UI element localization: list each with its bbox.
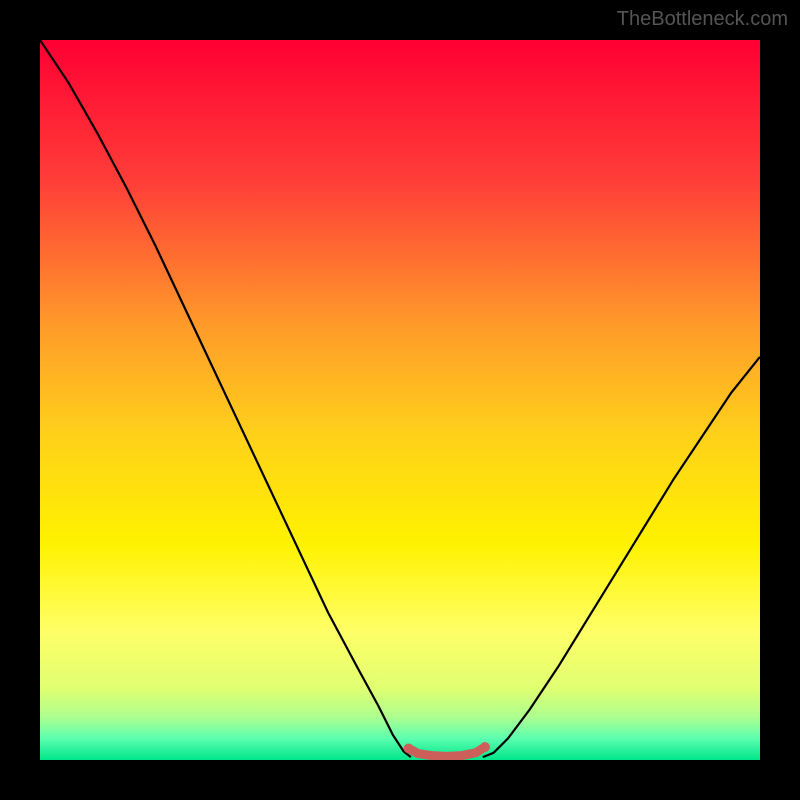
optimal-range-start-dot: [404, 743, 414, 753]
watermark-text: TheBottleneck.com: [617, 8, 788, 31]
bottleneck-plot: [40, 40, 760, 760]
plot-svg: [40, 40, 760, 760]
optimal-range-end-dot: [480, 742, 490, 752]
gradient-background: [40, 40, 760, 760]
